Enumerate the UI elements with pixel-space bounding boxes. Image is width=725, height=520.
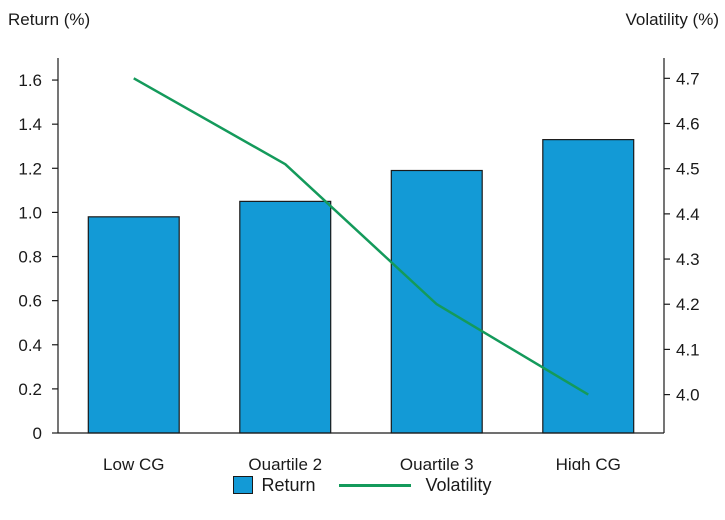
legend-swatch-volatility [339, 483, 412, 487]
left-tick-label-5: 1.0 [18, 203, 42, 222]
right-tick-label-3: 4.3 [676, 250, 700, 269]
left-tick-label-1: 0.2 [18, 380, 42, 399]
chart: Return (%) Volatility (%) 0 0.2 0.4 0.6 0.8 1… [8, 10, 719, 470]
right-tick-label-1: 4.1 [676, 340, 700, 359]
left-axis-title: Return (%) [8, 10, 90, 29]
bar-3 [542, 139, 635, 434]
left-tick-label-7: 1.4 [18, 115, 42, 134]
right-tick-label-2: 4.2 [676, 295, 700, 314]
bar-2 [390, 169, 483, 434]
right-axis-title: Volatility (%) [625, 10, 719, 29]
legend-label-volatility: Volatility [425, 474, 492, 495]
right-tick-label-7: 4.7 [676, 69, 700, 88]
left-tick-label-3: 0.6 [18, 292, 42, 311]
bar-1 [239, 200, 332, 434]
bar-0 [87, 216, 180, 434]
volatility-line [133, 77, 589, 396]
right-tick-label-0: 4.0 [676, 386, 700, 405]
legend-item-volatility: Volatility [315, 474, 492, 496]
x-tick-label-1: Quartile 2 [248, 455, 322, 470]
left-tick-label-2: 0.4 [18, 336, 42, 355]
left-tick-label-4: 0.8 [18, 248, 42, 267]
legend-swatch-return [233, 476, 254, 494]
right-tick-label-6: 4.6 [676, 115, 700, 134]
legend-label-return: Return [261, 474, 316, 495]
x-tick-label-0: Low CG [103, 455, 164, 470]
right-tick-label-5: 4.5 [676, 160, 700, 179]
left-tick-label-6: 1.2 [18, 159, 42, 178]
x-tick-label-2: Quartile 3 [400, 455, 474, 470]
left-tick-label-0: 0 [33, 424, 42, 443]
legend-item-return: Return [233, 475, 315, 496]
plot-area: 0 0.2 0.4 0.6 0.8 1.0 1.2 1.4 1.6 4.0 4.1 4.2 4.3 4.4… [18, 58, 700, 470]
x-tick-label-3: High CG [556, 455, 621, 470]
legend: Return Volatility [0, 470, 725, 500]
left-tick-label-8: 1.6 [18, 71, 42, 90]
right-tick-label-4: 4.4 [676, 205, 700, 224]
